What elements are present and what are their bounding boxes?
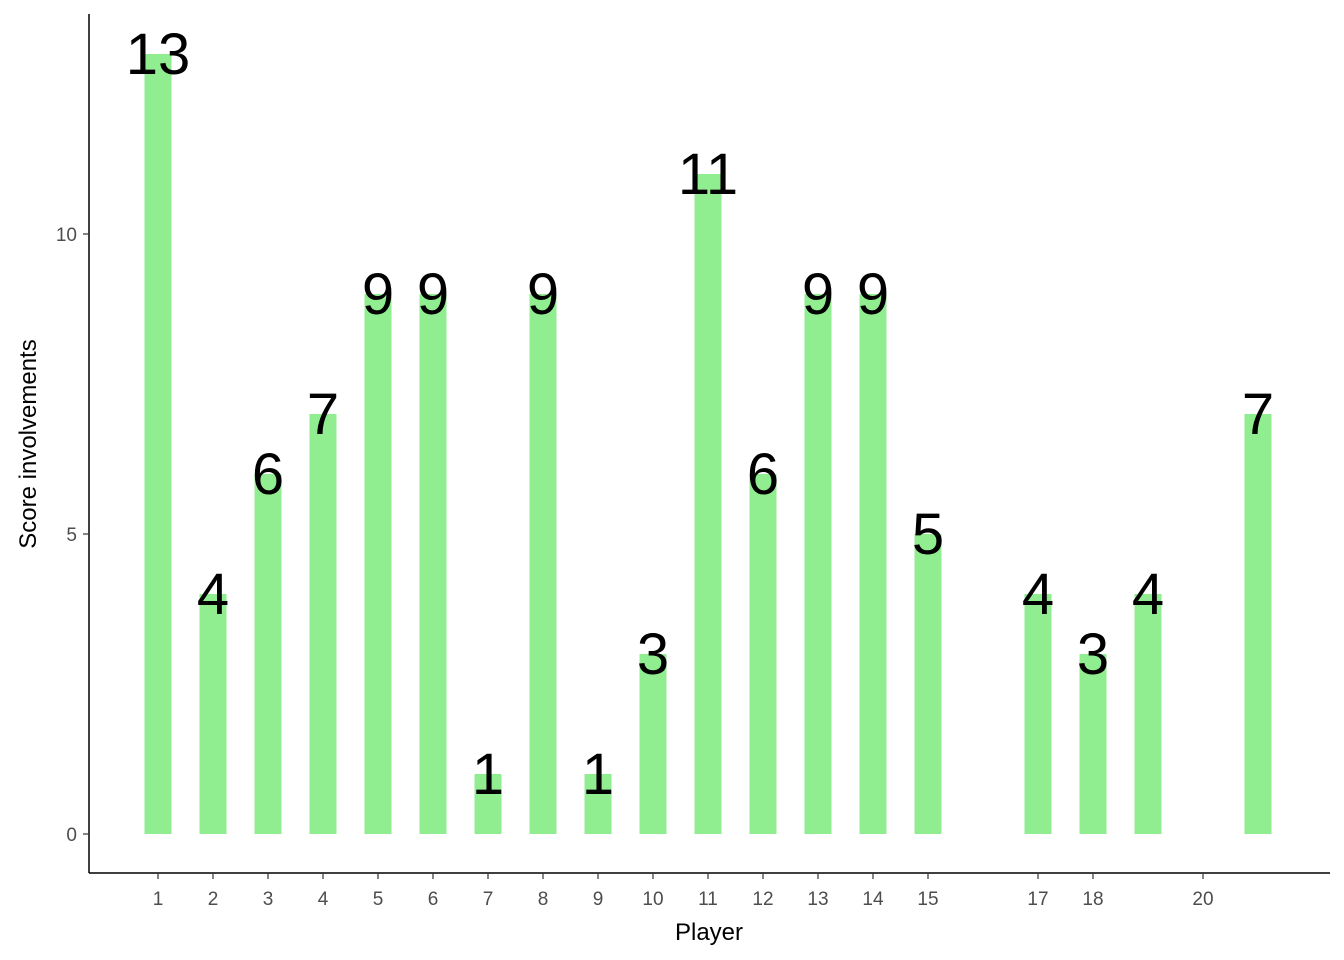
x-tick-label: 20 [1192,889,1213,910]
data-label-player-19: 4 [1132,562,1164,627]
x-tick-label: 10 [642,889,663,910]
bar-player-7 [474,774,502,834]
bar-player-3 [254,474,282,834]
x-tick-label: 17 [1027,889,1048,910]
bar-player-15 [914,534,942,834]
bar-player-21 [1244,414,1272,834]
x-tick-label: 3 [263,889,274,910]
data-label-player-17: 4 [1022,562,1054,627]
data-label-player-9: 1 [582,742,614,807]
data-label-player-10: 3 [637,622,669,687]
bar-player-18 [1079,654,1107,834]
data-label-player-6: 9 [417,262,449,327]
x-tick-label: 15 [917,889,938,910]
x-tick-label: 13 [807,889,828,910]
y-tick-label: 10 [56,225,77,246]
bar-player-5 [364,294,392,834]
bar-player-6 [419,294,447,834]
x-tick-label: 8 [538,889,549,910]
x-tick-label: 7 [483,889,494,910]
bar-player-11 [694,174,722,834]
y-axis-ticks: 0 5 10 [56,225,89,846]
x-axis-ticks: 1 2 3 4 5 6 7 8 9 10 11 12 13 14 15 17 18 20 [153,873,1214,910]
x-axis-title: Player [675,919,743,946]
bar-player-4 [309,414,337,834]
data-label-player-3: 6 [252,442,284,507]
data-label-player-2: 4 [197,562,229,627]
y-axis-title: Score involvements [15,339,42,548]
bar-player-14 [859,294,887,834]
y-tick-label: 0 [66,825,77,846]
x-tick-label: 5 [373,889,384,910]
data-label-player-11: 11 [678,142,738,207]
bar-player-9 [584,774,612,834]
data-label-player-8: 9 [527,262,559,327]
x-tick-label: 11 [698,889,718,910]
data-label-player-21: 7 [1242,382,1274,447]
x-tick-label: 1 [153,889,164,910]
data-label-player-4: 7 [307,382,339,447]
bars-layer [144,54,1272,834]
x-tick-label: 12 [752,889,773,910]
bar-player-13 [804,294,832,834]
bar-player-8 [529,294,557,834]
bar-player-17 [1024,594,1052,834]
x-tick-label: 14 [862,889,884,910]
x-tick-label: 2 [208,889,219,910]
bar-player-1 [144,54,172,834]
data-label-player-13: 9 [802,262,834,327]
bar-player-12 [749,474,777,834]
data-label-player-1: 13 [126,22,191,87]
data-label-player-5: 9 [362,262,394,327]
data-label-player-18: 3 [1077,622,1109,687]
data-label-player-12: 6 [747,442,779,507]
data-label-player-15: 5 [912,502,944,567]
bar-player-2 [199,594,227,834]
x-tick-label: 9 [593,889,604,910]
data-label-player-14: 9 [857,262,889,327]
data-label-player-7: 1 [472,742,504,807]
x-tick-label: 18 [1082,889,1103,910]
bar-player-19 [1134,594,1162,834]
y-tick-label: 5 [66,525,77,546]
x-tick-label: 4 [318,889,329,910]
bar-player-10 [639,654,667,834]
x-tick-label: 6 [428,889,439,910]
